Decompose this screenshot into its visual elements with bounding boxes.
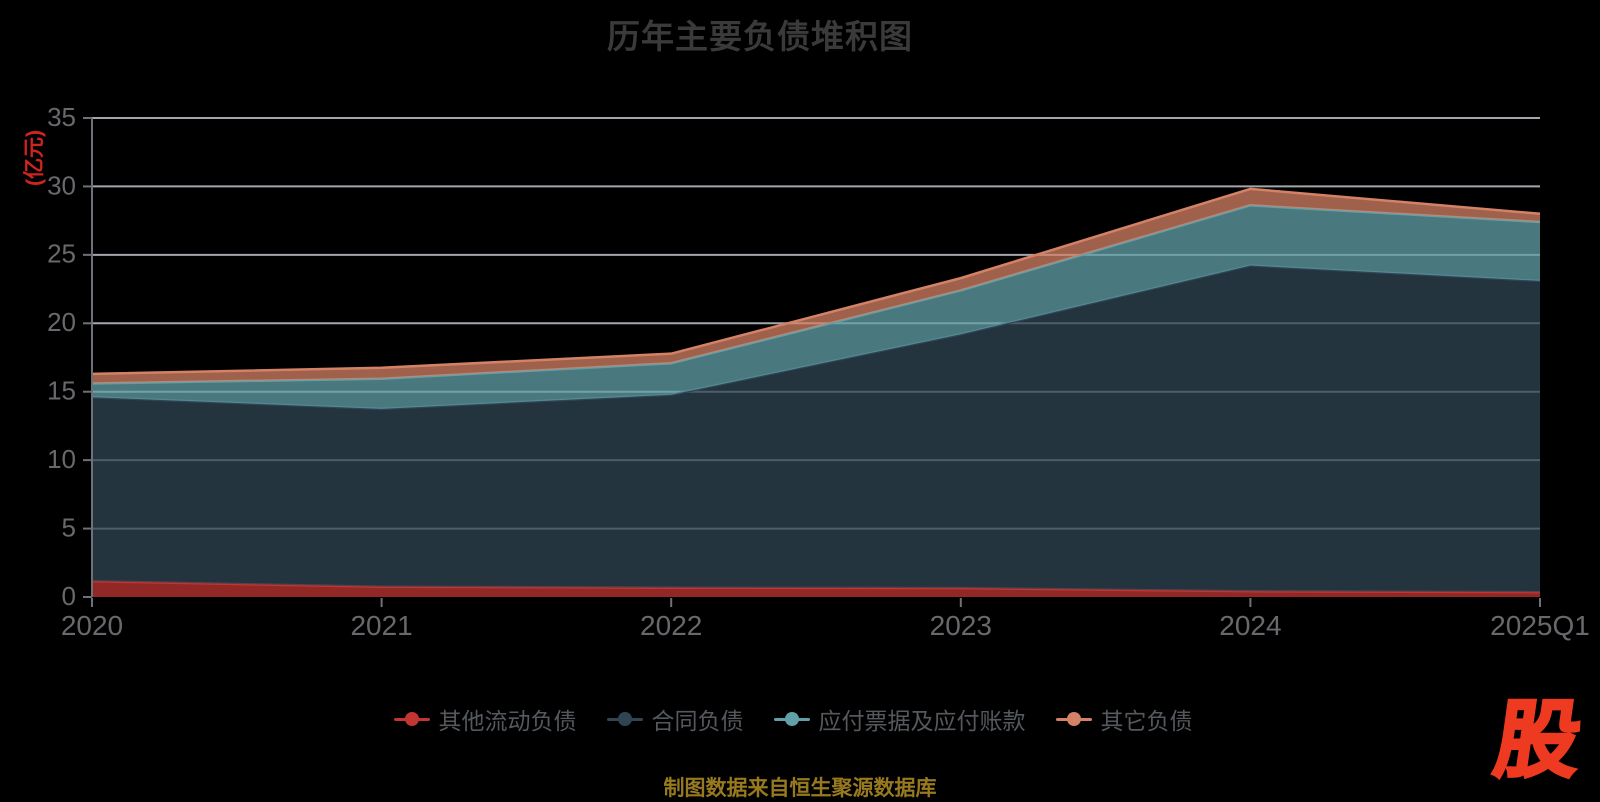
x-tick-label: 2020 bbox=[61, 610, 123, 641]
legend-marker-icon bbox=[606, 712, 643, 726]
y-tick-label: 15 bbox=[47, 376, 76, 406]
x-tick-label: 2022 bbox=[640, 610, 702, 641]
legend-label: 合同负债 bbox=[651, 708, 744, 734]
legend-marker-icon bbox=[773, 712, 810, 726]
y-tick-label: 0 bbox=[62, 581, 76, 611]
brand-logo: 股 bbox=[1488, 692, 1588, 789]
y-tick-label: 10 bbox=[47, 444, 76, 474]
x-tick-label: 2021 bbox=[350, 610, 412, 641]
legend-item-其他流动负债[interactable]: 其他流动负债 bbox=[393, 702, 577, 736]
y-tick-label: 25 bbox=[47, 239, 76, 269]
legend-item-其它负债[interactable]: 其它负债 bbox=[1055, 702, 1193, 736]
y-tick-label: 20 bbox=[47, 307, 76, 337]
area-series-合同负债[interactable] bbox=[92, 265, 1540, 593]
legend-item-应付票据及应付账款[interactable]: 应付票据及应付账款 bbox=[773, 702, 1026, 736]
y-tick-label: 35 bbox=[47, 102, 76, 132]
legend-label: 应付票据及应付账款 bbox=[818, 708, 1026, 734]
chart-title: 历年主要负债堆积图 bbox=[607, 18, 913, 55]
legend-label: 其他流动负债 bbox=[438, 708, 577, 734]
legend-marker-icon bbox=[393, 712, 430, 726]
x-tick-label: 2025Q1 bbox=[1490, 610, 1590, 641]
legend-marker-icon bbox=[1055, 712, 1092, 726]
y-tick-label: 5 bbox=[62, 512, 76, 542]
area-series-应付票据及应付账款[interactable] bbox=[92, 205, 1540, 409]
legend-item-合同负债[interactable]: 合同负债 bbox=[606, 702, 744, 736]
area-series-其它负债[interactable] bbox=[92, 188, 1540, 384]
chart-legend: 其他流动负债 合同负债 应付票据及应付账款 其它负债 bbox=[0, 702, 1586, 736]
x-tick-label: 2023 bbox=[930, 610, 992, 641]
legend-label: 其它负债 bbox=[1100, 708, 1193, 734]
stacked-area-chart[interactable]: 0 5 10 15 20 25 30 35 2020 2021 2022 2023 2024 2025Q1 bbox=[0, 0, 1600, 680]
line-series-其它负债[interactable] bbox=[91, 187, 1541, 376]
x-tick-label: 2024 bbox=[1219, 610, 1281, 641]
y-tick-label: 30 bbox=[47, 170, 76, 200]
data-source-attribution: 制图数据来自恒生聚源数据库 bbox=[663, 777, 937, 800]
